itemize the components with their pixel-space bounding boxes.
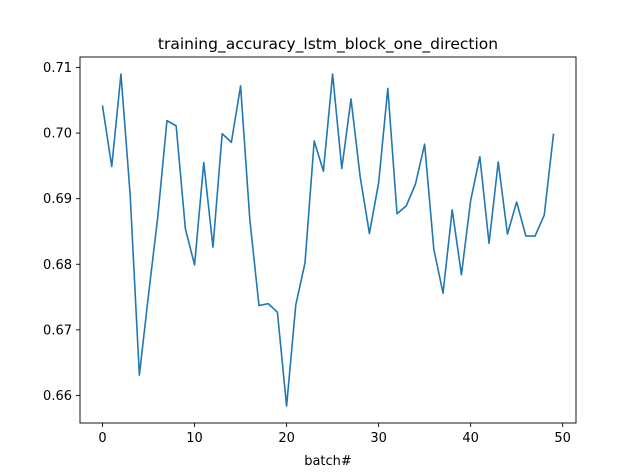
x-axis-label: batch#: [304, 454, 352, 469]
plot-area: 0 10 20 30 40 50 0.66 0.67 0.68 0.69 0.70 0.71: [43, 56, 577, 446]
x-tick-label: 30: [370, 431, 387, 446]
y-tick-label: 0.70: [43, 127, 72, 142]
y-tick-label: 0.68: [43, 258, 72, 273]
y-tick-label: 0.71: [43, 61, 72, 76]
y-tick-label: 0.66: [43, 389, 72, 404]
x-tick-label: 50: [554, 431, 571, 446]
x-tick-label: 40: [462, 431, 479, 446]
y-tick-label: 0.69: [43, 192, 72, 207]
axes-frame: [79, 56, 577, 424]
x-tick-label: 0: [98, 431, 106, 446]
y-tick-label: 0.67: [43, 323, 72, 338]
x-tick-label: 20: [278, 431, 295, 446]
series-line: [101, 73, 555, 407]
chart-title: training_accuracy_lstm_block_one_directi…: [158, 35, 498, 54]
x-tick-label: 10: [186, 431, 203, 446]
